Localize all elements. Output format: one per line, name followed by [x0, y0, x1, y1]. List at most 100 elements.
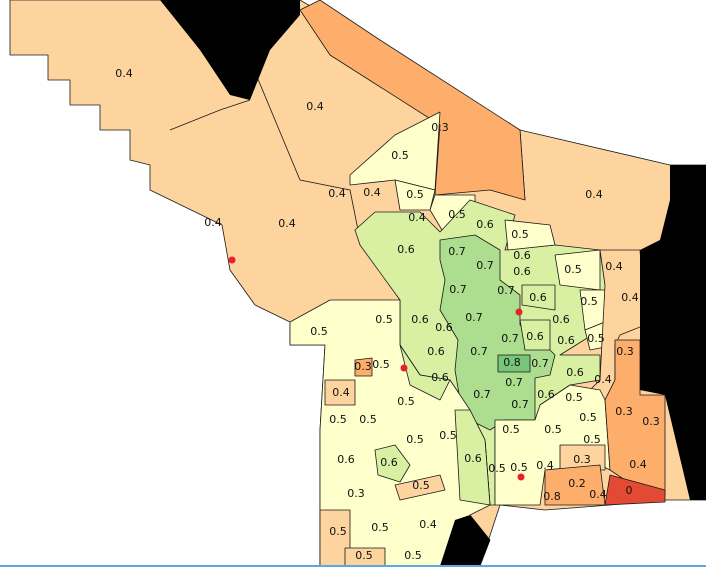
region — [299, 0, 526, 201]
region-value-label: 0.5 — [579, 411, 597, 424]
region — [324, 379, 356, 406]
water-north — [160, 0, 300, 100]
region-value-label: 0.8 — [543, 490, 561, 503]
region-value-label: 0.4 — [408, 211, 426, 224]
region-value-label: 0.4 — [278, 217, 296, 230]
region-value-label: 0.7 — [531, 357, 549, 370]
water-east — [640, 165, 706, 500]
region-value-label: 0.7 — [497, 284, 515, 297]
region-value-label: 0.7 — [505, 376, 523, 389]
region-value-label: 0.3 — [347, 487, 365, 500]
region-value-label: 0.5 — [406, 188, 424, 201]
region-value-label: 0.6 — [513, 265, 531, 278]
region — [604, 474, 666, 506]
region — [519, 319, 551, 351]
region-value-label: 0.6 — [411, 313, 429, 326]
region-value-label: 0.4 — [204, 216, 222, 229]
region-value-label: 0.7 — [470, 345, 488, 358]
region-value-label: 0.6 — [337, 453, 355, 466]
region-value-label: 0.3 — [354, 360, 372, 373]
region-value-label: 0.3 — [616, 345, 634, 358]
region-value-label: 0.2 — [568, 477, 586, 490]
region-value-label: 0.7 — [511, 398, 529, 411]
region-value-label: 0.8 — [503, 356, 521, 369]
region-value-label: 0.5 — [310, 325, 328, 338]
region-value-label: 0.5 — [391, 149, 409, 162]
region — [374, 444, 411, 483]
point-marker — [515, 308, 523, 316]
region-value-label: 0.6 — [526, 330, 544, 343]
region-value-label: 0.5 — [371, 521, 389, 534]
region-value-label: 0.7 — [449, 283, 467, 296]
region-value-label: 0.6 — [513, 249, 531, 262]
region-value-label: 0.7 — [473, 388, 491, 401]
region — [454, 409, 491, 506]
region-value-label: 0.6 — [566, 366, 584, 379]
region-value-label: 0.5 — [580, 295, 598, 308]
point-marker — [517, 473, 525, 481]
region-value-label: 0.4 — [419, 518, 437, 531]
point-marker — [400, 364, 408, 372]
region-value-label: 0.5 — [565, 391, 583, 404]
region-value-label: 0.6 — [397, 243, 415, 256]
region — [497, 354, 531, 373]
region-value-label: 0.4 — [594, 373, 612, 386]
region-value-label: 0.5 — [404, 549, 422, 562]
region-value-label: 0.6 — [476, 218, 494, 231]
region-value-label: 0.5 — [412, 479, 430, 492]
region-value-label: 0.4 — [536, 459, 554, 472]
region-value-label: 0.5 — [587, 332, 605, 345]
region-value-label: 0.5 — [510, 461, 528, 474]
region-value-label: 0.5 — [511, 228, 529, 241]
region-value-label: 0.5 — [359, 413, 377, 426]
region-value-label: 0.5 — [439, 429, 457, 442]
point-marker — [228, 256, 236, 264]
region-value-label: 0.5 — [564, 263, 582, 276]
region-value-label: 0.6 — [557, 334, 575, 347]
region-value-label: 0.5 — [502, 423, 520, 436]
region — [559, 444, 606, 471]
region-value-label: 0.5 — [329, 525, 347, 538]
region-value-label: 0.4 — [332, 386, 350, 399]
region-value-label: 0.4 — [621, 291, 639, 304]
region-value-label: 0.4 — [585, 188, 603, 201]
region-value-label: 0.7 — [465, 311, 483, 324]
region-border — [169, 99, 251, 131]
region-value-label: 0.4 — [589, 488, 607, 501]
region-value-label: 0.3 — [573, 453, 591, 466]
region-value-label: 0.4 — [629, 458, 647, 471]
region-value-label: 0.5 — [406, 433, 424, 446]
water-south — [440, 515, 490, 566]
region-value-label: 0.5 — [372, 358, 390, 371]
region — [399, 344, 451, 401]
region-value-label: 0.7 — [476, 259, 494, 272]
region — [504, 219, 556, 251]
region-value-label: 0.4 — [363, 186, 381, 199]
region-value-label: 0.6 — [435, 321, 453, 334]
region-value-label: 0.6 — [464, 452, 482, 465]
region-value-label: 0.3 — [431, 121, 449, 134]
region-value-label: 0.4 — [605, 260, 623, 273]
region — [394, 474, 446, 501]
region-value-label: 0.6 — [380, 456, 398, 469]
region-value-label: 0.5 — [583, 433, 601, 446]
region-value-label: 0.5 — [488, 462, 506, 475]
bottom-border — [0, 565, 706, 567]
region-value-label: 0.6 — [537, 388, 555, 401]
region-value-label: 0.5 — [397, 395, 415, 408]
region-value-label: 0.6 — [552, 313, 570, 326]
region-value-label: 0.5 — [329, 413, 347, 426]
region-value-label: 0.5 — [375, 313, 393, 326]
region-value-label: 0.5 — [448, 208, 466, 221]
region-value-label: 0.3 — [642, 415, 660, 428]
region-value-label: 0.5 — [355, 549, 373, 562]
region-value-label: 0.7 — [448, 245, 466, 258]
region-value-label: 0.7 — [501, 332, 519, 345]
region-value-label: 0.5 — [544, 423, 562, 436]
region — [354, 357, 373, 377]
region-value-label: 0.4 — [115, 67, 133, 80]
region-value-label: 0.6 — [529, 291, 547, 304]
region-value-label: 0.4 — [306, 100, 324, 113]
region-value-label: 0.6 — [427, 345, 445, 358]
